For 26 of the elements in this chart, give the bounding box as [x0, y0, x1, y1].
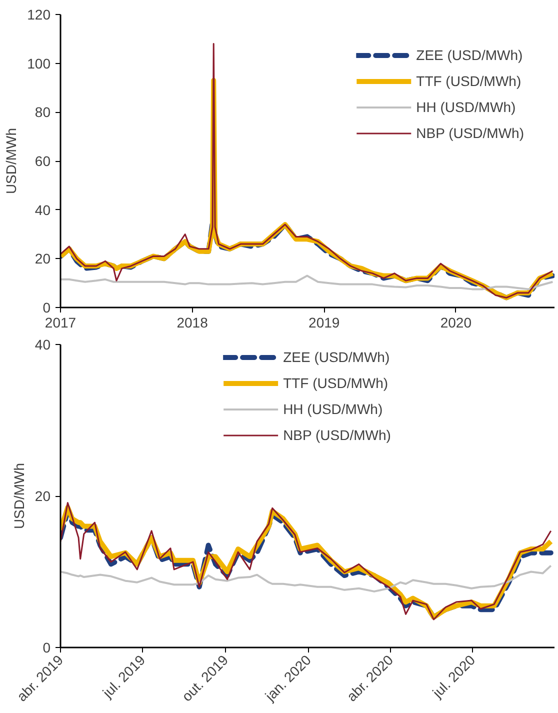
x-tick-label: 2020	[440, 314, 472, 330]
x-tick-label: 2017	[44, 314, 76, 330]
legend-label: TTF (USD/MWh)	[283, 374, 388, 393]
x-tick-label: 2018	[176, 314, 208, 330]
y-tick-label: 120	[27, 6, 51, 22]
y-tick-label: 40	[34, 336, 51, 352]
legend-label: TTF (USD/MWh)	[416, 72, 522, 91]
y-tick-label: 80	[34, 104, 51, 120]
y-tick-label: 20	[34, 488, 51, 504]
legend-label: ZEE (USD/MWh)	[416, 46, 523, 65]
y-tick-label: 20	[34, 250, 51, 267]
y-tick-label: 100	[27, 55, 51, 72]
x-tick-label: 2019	[308, 314, 340, 330]
y-tick-label: 60	[34, 153, 51, 169]
y-tick-label: 0	[42, 300, 51, 316]
legend-label: NBP (USD/MWh)	[283, 426, 391, 445]
legend-label: NBP (USD/MWh)	[416, 124, 524, 143]
legend-label: ZEE (USD/MWh)	[283, 348, 390, 367]
legend-label: HH (USD/MWh)	[283, 400, 383, 419]
y-axis-title: USD/MWh	[10, 462, 27, 530]
legend-label: HH (USD/MWh)	[416, 98, 516, 117]
y-tick-label: 0	[42, 640, 51, 656]
y-axis-title: USD/MWh	[3, 128, 20, 194]
y-tick-label: 40	[34, 202, 51, 218]
line-series	[60, 274, 554, 290]
line-series	[60, 564, 552, 592]
